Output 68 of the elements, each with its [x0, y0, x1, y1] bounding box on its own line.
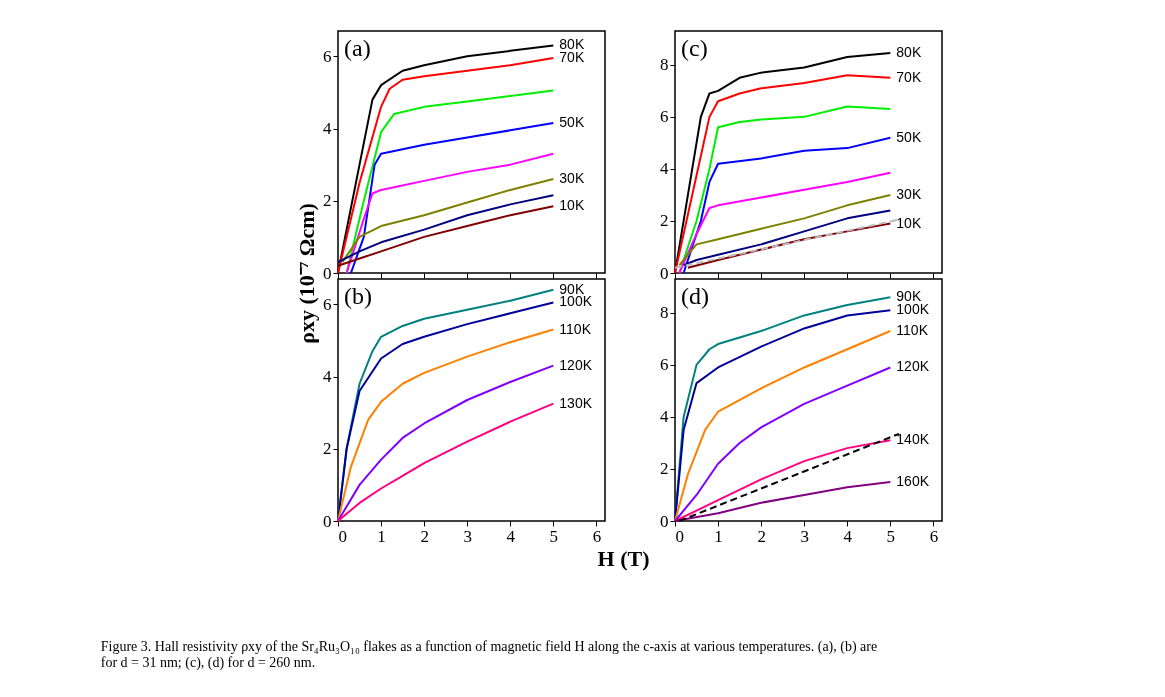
x-axis-title: H (T) [597, 545, 650, 571]
series-label: 50K [559, 114, 585, 131]
y-tick-label: 6 [660, 355, 669, 375]
line-series [682, 209, 892, 267]
series-label: 110K [896, 322, 929, 339]
line-series [349, 122, 555, 274]
y-tick-label: 0 [323, 511, 332, 531]
y-tick-label: 2 [660, 459, 669, 479]
series-label: 140K [896, 431, 930, 448]
line-series [678, 171, 892, 274]
series-label: 120K [896, 358, 930, 375]
y-tick-label: 4 [323, 119, 332, 139]
x-tick-label: 0 [675, 526, 684, 546]
line-series [674, 480, 892, 522]
caption: Figure 3. Hall resistivity ρxy of the Sr₄Ru₃O₁₀ flakes as a function of magnetic field H along the c-axis at various temperatures. (a), (b) are for d = 31 nm; (c), (d) for d = 260 nm. [100, 638, 878, 671]
y-tick-label: 6 [660, 107, 669, 127]
y-tick-label: 0 [660, 511, 669, 531]
chart-title: (d) [681, 283, 709, 309]
series-label: 10K [559, 197, 585, 214]
series-label: 160K [896, 472, 930, 489]
chart-title: (a) [344, 35, 371, 61]
x-tick-label: 1 [377, 526, 386, 546]
line-series [674, 366, 892, 522]
line-series [341, 178, 555, 264]
y-tick-label: 4 [660, 407, 669, 427]
x-tick-label: 0 [338, 526, 347, 546]
line-series [337, 205, 555, 267]
y-tick-label: 4 [323, 367, 332, 387]
line-series [337, 194, 555, 264]
series-label: 50K [896, 128, 922, 145]
y-tick-label: 6 [323, 294, 332, 314]
y-tick-label: 0 [660, 263, 669, 283]
x-tick-label: 3 [800, 526, 809, 546]
x-tick-label: 4 [506, 526, 516, 546]
y-tick-label: 2 [323, 439, 332, 459]
y-tick-label: 6 [323, 46, 332, 66]
x-tick-label: 3 [463, 526, 472, 546]
x-tick-label: 6 [929, 526, 939, 546]
line-series [682, 136, 892, 274]
line-series [337, 402, 555, 522]
series-label: 120K [559, 356, 593, 373]
chart-title: (b) [344, 283, 372, 309]
series-label: 70K [896, 68, 922, 85]
y-tick-label: 4 [660, 159, 669, 179]
y-tick-label: 8 [660, 303, 669, 323]
series-label: 30K [896, 185, 922, 202]
series-label: 80K [896, 44, 922, 61]
series-label: 130K [559, 394, 593, 411]
x-tick-label: 5 [549, 526, 559, 546]
x-tick-label: 2 [420, 526, 429, 546]
line-series [337, 364, 555, 522]
x-tick-label: 6 [592, 526, 602, 546]
line-series [678, 193, 892, 267]
series-label: 10K [896, 214, 922, 231]
series-label: 110K [559, 320, 592, 337]
x-tick-label: 5 [886, 526, 896, 546]
y-tick-label: 2 [660, 211, 669, 231]
y-tick-label: 8 [660, 55, 669, 75]
x-tick-label: 4 [843, 526, 853, 546]
series-label: 30K [559, 170, 585, 187]
x-tick-label: 1 [714, 526, 723, 546]
y-axis-title: ρxy (10⁻⁷ Ωcm) [294, 203, 319, 344]
y-tick-label: 2 [323, 191, 332, 211]
y-tick-label: 0 [323, 263, 332, 283]
line-series [686, 222, 892, 269]
x-tick-label: 2 [757, 526, 766, 546]
chart-title: (c) [681, 35, 708, 61]
line-series [345, 152, 555, 274]
